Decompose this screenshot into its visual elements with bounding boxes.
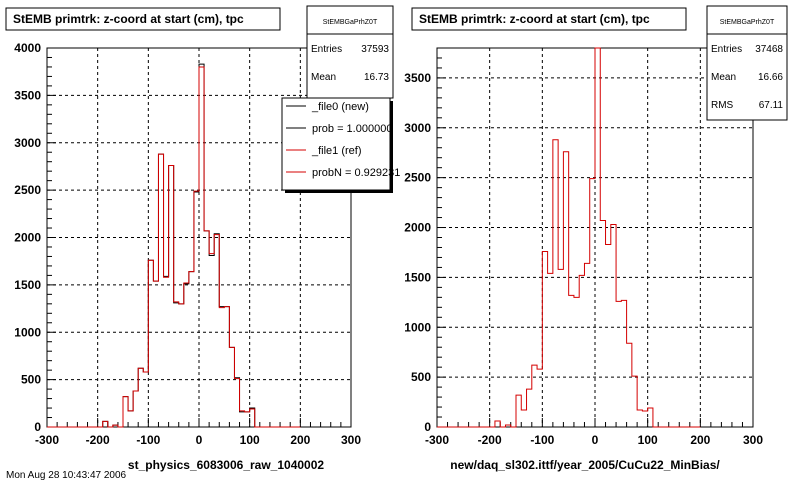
stats-mean-value: 16.73 <box>364 72 389 83</box>
y-tick-label: 1000 <box>14 325 41 339</box>
histogram-panel-2: -300 -200 -100 0 100 200 300050010001500200025… <box>404 5 788 472</box>
x-tick-label: 300 <box>743 433 763 447</box>
y-tick-label: 0 <box>34 420 41 434</box>
y-tick-label: 3500 <box>14 88 41 102</box>
y-tick-label: 1500 <box>404 270 431 284</box>
x-tick-label: -100 <box>530 433 554 447</box>
stats-entries-label: Entries <box>711 44 742 55</box>
stats-name: StEMBGaPrhZ0T <box>720 19 775 26</box>
x-axis-title: st_physics_6083006_raw_1040002 <box>128 458 324 472</box>
stats-mean-label: Mean <box>711 72 736 83</box>
x-tick-label: 0 <box>592 433 599 447</box>
footer-timestamp: Mon Aug 28 10:43:47 2006 <box>6 470 127 480</box>
x-tick-label: -100 <box>136 433 160 447</box>
stats-entries-value: 37468 <box>755 44 783 55</box>
y-tick-label: 2000 <box>404 221 431 235</box>
histogram-series-file1-ref <box>47 66 301 428</box>
stats-mean-label: Mean <box>311 72 336 83</box>
legend-box <box>281 97 391 191</box>
x-tick-label: 200 <box>690 433 710 447</box>
y-tick-label: 4000 <box>14 41 41 55</box>
y-tick-label: 3500 <box>404 71 431 85</box>
y-tick-label: 2000 <box>14 231 41 245</box>
y-tick-label: 3000 <box>404 121 431 135</box>
chart-title: StEMB primtrk: z-coord at start (cm), tp… <box>13 12 244 26</box>
x-tick-label: 200 <box>290 433 310 447</box>
histogram-panel-1: -300 -200 -100 0 100 200 300050010001500200025… <box>5 5 400 472</box>
y-tick-label: 500 <box>411 370 431 384</box>
x-axis-title: new/daq_sl302.ittf/year_2005/CuCu22_MinB… <box>450 458 720 472</box>
stats-name: StEMBGaPrhZ0T <box>323 19 378 26</box>
x-tick-label: -200 <box>478 433 502 447</box>
stats-box <box>706 5 788 121</box>
stats-rms-value: 67.11 <box>759 100 784 111</box>
x-tick-label: -200 <box>86 433 110 447</box>
x-tick-label: 0 <box>196 433 203 447</box>
stats-entries-label: Entries <box>311 44 342 55</box>
y-tick-label: 3000 <box>14 136 41 150</box>
y-tick-label: 2500 <box>404 171 431 185</box>
y-tick-label: 2500 <box>14 183 41 197</box>
stats-rms-label: RMS <box>711 100 734 111</box>
x-tick-label: 300 <box>341 433 361 447</box>
legend-label: _file0 (new) <box>311 101 369 113</box>
chart-title: StEMB primtrk: z-coord at start (cm), tp… <box>419 12 650 26</box>
stats-entries-value: 37593 <box>361 44 389 55</box>
chart-title-box <box>411 7 687 31</box>
chart-title-box <box>5 7 281 31</box>
legend-label: _file1 (ref) <box>311 145 362 157</box>
legend-label: probN = 0.929231 <box>312 167 400 179</box>
y-tick-label: 500 <box>21 373 41 387</box>
y-tick-label: 0 <box>424 420 431 434</box>
stats-box <box>306 5 394 99</box>
x-tick-label: -300 <box>425 433 449 447</box>
legend-label: prob = 1.000000 <box>312 123 392 135</box>
histogram-series-file1-ref <box>437 47 701 428</box>
x-tick-label: -300 <box>35 433 59 447</box>
y-tick-label: 1000 <box>404 320 431 334</box>
x-tick-label: 100 <box>638 433 658 447</box>
stats-mean-value: 16.66 <box>758 72 783 83</box>
y-tick-label: 1500 <box>14 278 41 292</box>
x-tick-label: 100 <box>240 433 260 447</box>
